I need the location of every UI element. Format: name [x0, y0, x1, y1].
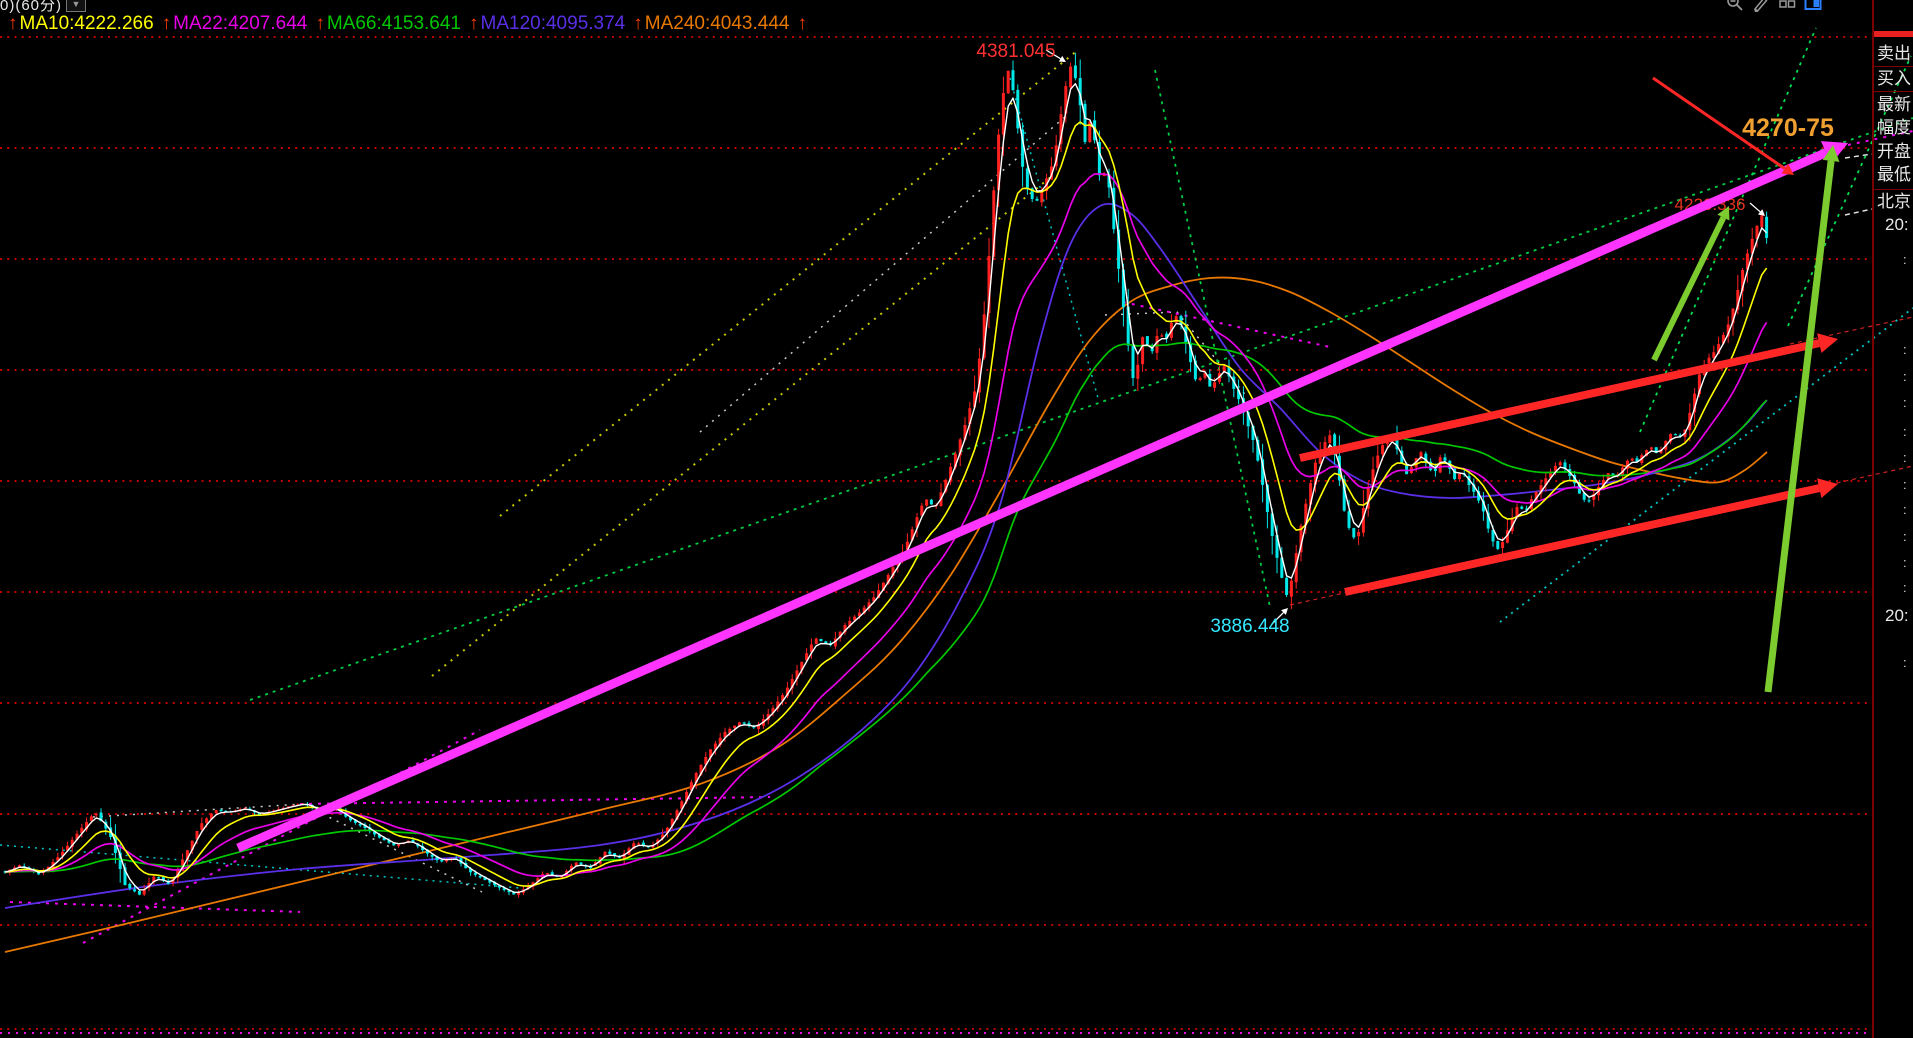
right-panel-icon[interactable]	[1804, 0, 1822, 12]
sidebar-clipped-value: :	[1903, 395, 1907, 410]
sidebar-divider	[1874, 91, 1913, 92]
sidebar-clipped-value: :	[1903, 655, 1907, 670]
ma-up-arrow: ↑	[8, 13, 18, 34]
slow-moving-averages	[4, 202, 1768, 953]
sidebar-clipped-value: :	[1903, 580, 1907, 595]
sidebar-clipped-value: :	[1903, 477, 1907, 492]
sidebar-row-action[interactable]: 买入	[1877, 69, 1911, 88]
sidebar-clipped-value: :	[1903, 424, 1907, 439]
toolbar-icons	[1726, 0, 1822, 13]
svg-text:4270-75: 4270-75	[1742, 114, 1834, 142]
zoom-out-icon[interactable]	[1726, 0, 1744, 12]
sidebar-row-label: 开盘	[1877, 142, 1911, 161]
ma-up-arrow: ↑	[161, 13, 172, 34]
sidebar-clipped-value: :	[1903, 502, 1907, 517]
fast-moving-averages	[4, 82, 1768, 894]
ma-up-arrow: ↑	[469, 13, 479, 34]
ma-legend-item: MA10:4222.266	[19, 13, 154, 34]
candlesticks	[3, 52, 1769, 898]
sidebar-clipped-value: :	[1903, 342, 1907, 357]
ma-legend-item: MA66:4153.641	[326, 13, 462, 34]
trendlines	[0, 27, 1913, 944]
sidebar-row-label: 北京	[1877, 192, 1911, 211]
ma-up-arrow: ↑	[797, 13, 807, 34]
period-label: 0)(60分)	[0, 0, 63, 14]
sidebar-row-action[interactable]: 卖出	[1877, 44, 1911, 63]
sidebar-row-label: 最低	[1877, 165, 1911, 184]
sidebar-clipped-value: :	[1903, 369, 1907, 384]
sidebar-row-label: 幅度	[1877, 118, 1911, 137]
ma-legend-item: MA22:4207.644	[173, 13, 308, 34]
sidebar-clipped-value: :	[1903, 555, 1907, 570]
sidebar-clipped-value: :	[1903, 529, 1907, 544]
ma-legend-item: MA240:4043.444	[644, 13, 790, 34]
sidebar-row-label: 20:	[1885, 215, 1909, 234]
price-labels: 4381.045 3886.448 4270-75	[976, 41, 1834, 637]
ma-legend: ↑ MA10:4222.266 ↑ MA22:4207.644 ↑ MA66:4153.6…	[8, 13, 809, 35]
chart-toolbar: 0)(60分) ▼	[0, 0, 87, 15]
ma-up-arrow: ↑	[315, 13, 325, 34]
svg-text:4381.045: 4381.045	[976, 41, 1055, 62]
ma-up-arrow: ↑	[633, 13, 643, 34]
annotation-arrows	[1045, 49, 1765, 625]
ma-legend-item: MA120:4095.374	[480, 13, 626, 34]
gridlines	[0, 36, 1872, 1034]
sidebar-row-label: 最新	[1877, 95, 1911, 114]
quote-sidebar: 卖出 买入 最新 幅度 开盘 最低 北京 20: 20:::::::::::::	[1873, 0, 1913, 1038]
sidebar-clipped-value: :	[1903, 252, 1907, 267]
sidebar-top-bar	[1874, 31, 1913, 37]
period-dropdown-button[interactable]: ▼	[66, 0, 87, 12]
sidebar-clipped-value: :	[1903, 450, 1907, 465]
sidebar-divider	[1874, 189, 1913, 190]
sidebar-separator	[1872, 0, 1874, 1038]
pencil-icon[interactable]	[1752, 0, 1770, 13]
trend-arrows	[236, 76, 1848, 853]
sidebar-divider	[1874, 66, 1913, 67]
grid-icon[interactable]	[1778, 0, 1796, 12]
svg-text:3886.448: 3886.448	[1210, 616, 1289, 637]
sidebar-row-label: 20:	[1885, 606, 1909, 625]
